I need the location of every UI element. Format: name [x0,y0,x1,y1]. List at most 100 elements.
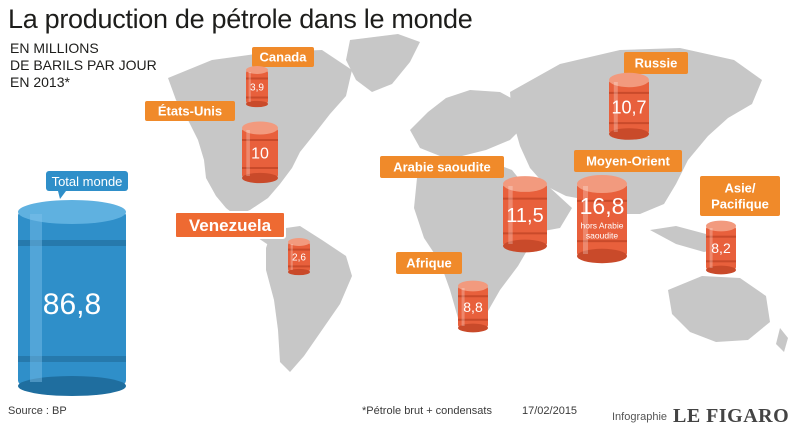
region-note: hors Arabie [581,221,624,231]
barrel-bottom [242,172,278,184]
new-zealand-shape [776,328,788,352]
region-label-box [380,156,504,178]
source-note: Source : BP [8,405,67,417]
barrel-rib [458,318,488,321]
region-label-box [574,150,682,172]
region-value: 8,8 [463,299,483,315]
barrel-rib [577,199,627,202]
south-america-shape [266,226,352,372]
barrel-body [577,184,627,256]
region-russie: Russie 10,7 [609,52,688,140]
total-barrel-rib-bottom [18,356,126,362]
footnote: *Pétrole brut + condensats [362,405,492,417]
barrel-top [609,72,649,88]
barrel-rib [246,96,268,99]
credit-label: Infographie [612,411,668,423]
total-label-box [46,171,128,191]
barrel-highlight [290,244,293,270]
barrel-top [458,280,488,292]
region-value: 10 [251,146,269,163]
total-barrel-body [18,210,126,386]
region-label: Arabie saoudite [393,160,491,175]
barrel-bottom [458,323,488,333]
barrel-rib [288,248,310,251]
region-markers: Canada 3,9 États-Unis 10 Venezuela 2,6 Afrique… [145,47,780,333]
region-value: 3,9 [250,83,264,94]
australia-shape [668,276,770,342]
barrel-highlight [709,228,713,268]
total-barrel: Total monde 86,8 [18,171,128,396]
region-label: États-Unis [158,104,222,119]
barrel-bottom [609,128,649,140]
total-barrel-rib-top [18,240,126,246]
barrel-rib [609,122,649,125]
barrel-highlight [248,72,251,102]
page-title: La production de pétrole dans le monde [8,4,473,34]
region-value: 11,5 [506,205,543,227]
barrel-top [288,238,310,246]
barrel-rib [503,232,547,235]
barrel-top [706,220,736,232]
region-label-box [396,252,462,274]
date-note: 17/02/2015 [522,405,578,417]
barrel-top [242,121,278,135]
total-label-pointer [58,191,66,199]
region-label: Pacifique [711,197,769,212]
region-value: 2,6 [292,253,306,264]
barrel-rib [458,295,488,298]
barrel-highlight [583,186,588,254]
barrel-bottom [503,239,547,253]
region-label-box [145,101,235,121]
total-barrel-bottom [18,376,126,396]
barrel-rib [242,167,278,169]
region-arabie-saoudite: Arabie saoudite 11,5 [380,156,547,253]
barrel-rib [577,240,627,243]
region-label-box [624,52,688,74]
brand-logo: LE FIGARO [673,405,790,427]
barrel-top [577,175,627,193]
region-label: Russie [635,56,678,71]
total-barrel-highlight [30,214,42,382]
region-asie-pacifique: Asie/Pacifique 8,2 [700,176,780,275]
barrel-rib [609,91,649,94]
barrel-highlight [246,130,250,176]
barrel-rib [288,265,310,268]
barrel-rib [503,197,547,200]
barrel-rib [706,235,736,238]
europe-shape [410,90,526,156]
region-venezuela: Venezuela 2,6 [174,211,310,276]
region-label: Afrique [406,256,452,271]
region-label: Canada [260,50,308,65]
barrel-rib [246,77,268,80]
region-label-box [252,47,314,67]
barrel-rib [706,260,736,263]
region-label-box [174,211,286,239]
total-label: Total monde [52,174,123,189]
region-note: saoudite [586,231,618,241]
barrel-top [246,66,268,74]
region-etats-unis: États-Unis 10 [145,101,278,184]
barrel-rib [242,139,278,141]
barrel-bottom [706,265,736,275]
region-canada: Canada 3,9 [246,47,314,108]
total-value: 86,8 [43,288,101,321]
barrel-bottom [246,100,268,108]
barrel-top [503,176,547,192]
barrel-bottom [577,248,627,264]
region-value: 8,2 [711,240,731,256]
greenland-shape [346,34,420,92]
region-label: Asie/ [724,181,755,196]
unit-subtitle: EN MILLIONS DE BARILS PAR JOUR EN 2013* [10,40,157,90]
region-label-box [700,176,780,216]
barrel-highlight [461,288,465,326]
region-value: 10,7 [611,97,646,117]
barrel-highlight [508,186,513,244]
region-label: Venezuela [189,216,272,235]
total-barrel-top [18,200,126,224]
barrel-bottom [288,268,310,276]
region-afrique: Afrique 8,8 [396,252,488,333]
region-value: 16,8 [580,193,625,219]
